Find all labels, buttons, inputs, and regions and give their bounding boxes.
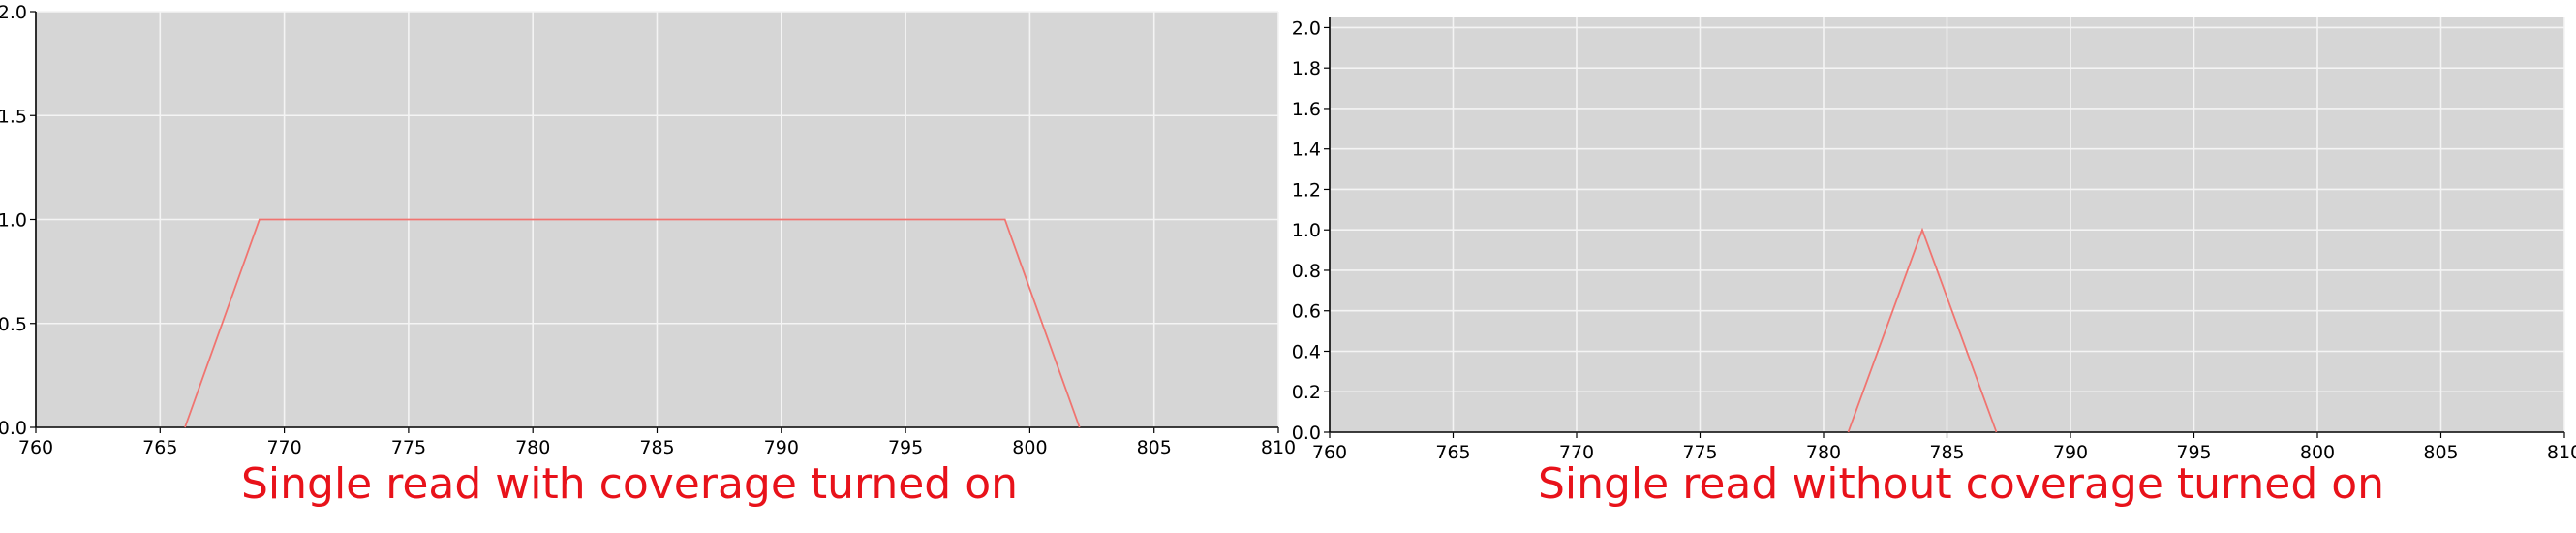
y-tick-label: 1.0: [0, 210, 27, 232]
y-tick-label: 1.6: [1292, 99, 1321, 120]
y-tick-label: 2.0: [0, 2, 27, 23]
y-tick-label: 0.0: [0, 418, 27, 439]
x-tick-label: 765: [142, 437, 177, 458]
x-tick-label: 805: [1137, 437, 1172, 458]
x-tick-label: 785: [639, 437, 674, 458]
y-tick-label: 2.0: [1292, 17, 1321, 39]
y-tick-label: 0.5: [0, 314, 27, 335]
x-tick-label: 785: [1929, 442, 1964, 463]
x-tick-label: 790: [764, 437, 799, 458]
chart-title: Single read with coverage turned on: [241, 459, 1018, 509]
y-tick-label: 1.8: [1292, 58, 1321, 79]
chart-1: 760 765 770 775 780 785 790 795 800 805 810 0.0 0.5 1…: [0, 2, 1296, 509]
y-tick-label: 1.0: [1292, 220, 1321, 241]
y-tick-label: 1.4: [1292, 140, 1321, 161]
x-tick-label: 790: [2053, 442, 2088, 463]
x-tick-label: 800: [2300, 442, 2335, 463]
chart-2: 760 765 770 775 780 785 790 795 800 805 810 0.0 0.2 0…: [1292, 17, 2576, 509]
x-tick-label: 780: [515, 437, 550, 458]
x-tick-label: 775: [391, 437, 426, 458]
series-line-coverage: [1847, 227, 1998, 433]
y-tick-label: 0.6: [1292, 301, 1321, 323]
y-tick-label: 0.0: [1292, 423, 1321, 444]
y-tick-label: 0.8: [1292, 261, 1321, 282]
x-tick-label: 770: [1559, 442, 1594, 463]
x-tick-label: 800: [1012, 437, 1047, 458]
x-tick-label: 805: [2423, 442, 2458, 463]
x-tick-label: 760: [1312, 442, 1347, 463]
y-tick-label: 0.4: [1292, 341, 1321, 362]
x-tick-label: 770: [266, 437, 301, 458]
chart-title: Single read without coverage turned on: [1538, 459, 2384, 509]
y-tick-label: 1.2: [1292, 179, 1321, 201]
x-tick-label: 795: [2176, 442, 2211, 463]
x-tick-label: 765: [1435, 442, 1470, 463]
series-line-coverage: [184, 218, 1081, 428]
x-tick-label: 760: [18, 437, 53, 458]
x-tick-label: 775: [1682, 442, 1717, 463]
x-tick-label: 780: [1806, 442, 1841, 463]
x-tick-label: 810: [1261, 437, 1296, 458]
y-tick-label: 1.5: [0, 106, 27, 127]
x-tick-label: 795: [888, 437, 923, 458]
y-tick-label: 0.2: [1292, 382, 1321, 403]
x-tick-label: 810: [2547, 442, 2576, 463]
